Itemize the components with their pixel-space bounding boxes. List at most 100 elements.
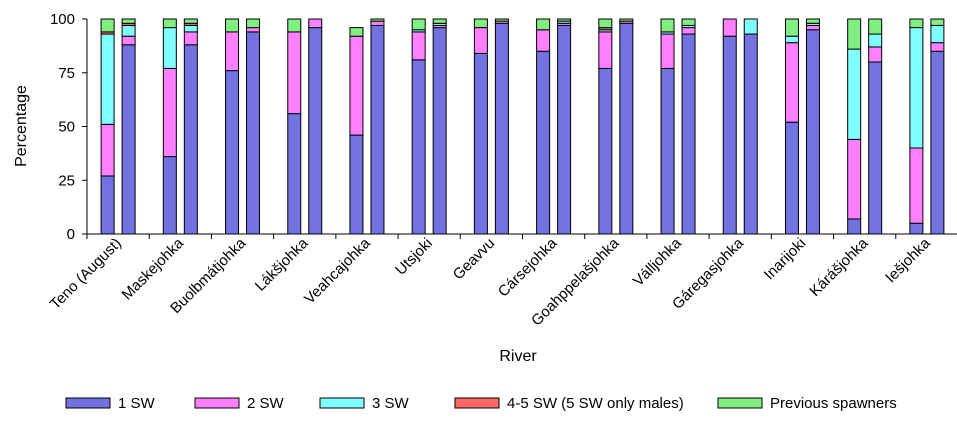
bar-segment <box>349 27 364 37</box>
y-tick-label: 25 <box>58 172 75 189</box>
bar-segment <box>722 18 737 37</box>
bar-segment <box>246 27 261 33</box>
bar-segment <box>847 18 862 50</box>
bar-segment <box>536 18 551 31</box>
bar-segment <box>121 35 136 46</box>
bar-segment <box>183 44 198 235</box>
bar-segment <box>225 70 240 235</box>
bar-segment <box>162 27 177 69</box>
bar-segment <box>370 24 385 235</box>
bar-segment <box>784 121 799 235</box>
y-tick-label: 0 <box>67 226 75 243</box>
bar-segment <box>494 22 509 235</box>
legend-swatch <box>194 397 240 409</box>
bar-segment <box>805 18 820 24</box>
bar-segment <box>784 35 799 44</box>
bar-segment <box>909 147 924 224</box>
y-tick-label: 50 <box>58 119 75 136</box>
bar-segment <box>743 33 758 235</box>
bar-segment <box>619 22 634 235</box>
bar-segment <box>349 35 364 136</box>
legend-label: 3 SW <box>372 395 410 412</box>
bar-segment <box>681 18 696 26</box>
x-tick-label: Teno (August) <box>47 235 125 313</box>
bar-segment <box>660 33 675 69</box>
x-tick-label: Cársejohka <box>495 234 561 300</box>
legend-label: 1 SW <box>118 395 156 412</box>
bar-segment <box>847 218 862 235</box>
x-tick-label: Kárášjohka <box>806 234 872 300</box>
bar-segment <box>681 27 696 35</box>
bar-segment <box>287 113 302 235</box>
bar-segment <box>681 33 696 235</box>
bar-segment <box>598 31 613 69</box>
bar-segment <box>287 18 302 33</box>
bar-segment <box>909 18 924 29</box>
bar-segment <box>473 27 488 54</box>
x-tick-label: Veahcajohka <box>301 234 374 307</box>
bar-segment <box>411 31 426 61</box>
legend-label: 2 SW <box>247 395 285 412</box>
bar-segment <box>473 52 488 235</box>
bar-segment <box>225 31 240 72</box>
bar-segment <box>121 24 136 37</box>
bar-segment <box>805 24 820 31</box>
bar-segment <box>909 27 924 149</box>
bar-segment <box>722 35 737 235</box>
bar-segment <box>411 59 426 235</box>
bar-segment <box>287 31 302 115</box>
bar-segment <box>784 18 799 37</box>
bar-segment <box>100 33 115 125</box>
legend-swatch <box>319 397 365 409</box>
y-tick-label: 75 <box>58 65 75 82</box>
bar-segment <box>660 67 675 235</box>
bar-segment <box>784 42 799 123</box>
bar-segment <box>183 24 198 33</box>
bar-segment <box>930 24 945 44</box>
bar-segment <box>100 123 115 177</box>
bar-segment <box>805 29 820 235</box>
bar-segment <box>619 18 634 22</box>
bar-segment <box>308 18 323 29</box>
bar-segment <box>432 27 447 235</box>
bar-segment <box>743 18 758 35</box>
x-axis-label: River <box>499 348 537 365</box>
x-tick-label: Iešjohka <box>882 234 934 286</box>
x-tick-label: Utsjoki <box>392 235 436 279</box>
bar-segment <box>930 42 945 52</box>
legend: 1 SW 2 SW 3 SW 4-5 SW (5 SW only males) Prev… <box>65 395 897 412</box>
bar-segment <box>246 31 261 235</box>
bar-segment <box>183 31 198 46</box>
bar-segment <box>411 18 426 31</box>
bar-segment <box>473 18 488 29</box>
bar-segment <box>598 67 613 235</box>
bar-segment <box>536 29 551 52</box>
bar-segment <box>370 20 385 26</box>
bar-segment <box>121 44 136 235</box>
y-axis-label: Percentage <box>13 85 30 167</box>
bar-segment <box>847 48 862 140</box>
bar-segment <box>225 18 240 33</box>
legend-swatch <box>454 397 500 409</box>
legend-swatch <box>65 397 111 409</box>
bar-segment <box>183 18 198 24</box>
bar-segment <box>536 50 551 235</box>
bar-segment <box>370 18 385 22</box>
bar-segment <box>930 50 945 235</box>
bar-segment <box>162 67 177 158</box>
bar-segment <box>557 18 572 22</box>
bar-segment <box>868 18 883 35</box>
x-tick-label: Geavvu <box>450 235 499 284</box>
bar-segment <box>162 18 177 29</box>
x-tick-label: Inarijoki <box>761 235 810 284</box>
bar-segment <box>868 33 883 48</box>
bar-segment <box>100 175 115 235</box>
legend-swatch <box>717 397 763 409</box>
bar-segment <box>308 27 323 235</box>
bar-segment <box>432 18 447 24</box>
bar-segment <box>162 156 177 235</box>
bar-segment <box>349 134 364 235</box>
bar-segment <box>660 18 675 33</box>
